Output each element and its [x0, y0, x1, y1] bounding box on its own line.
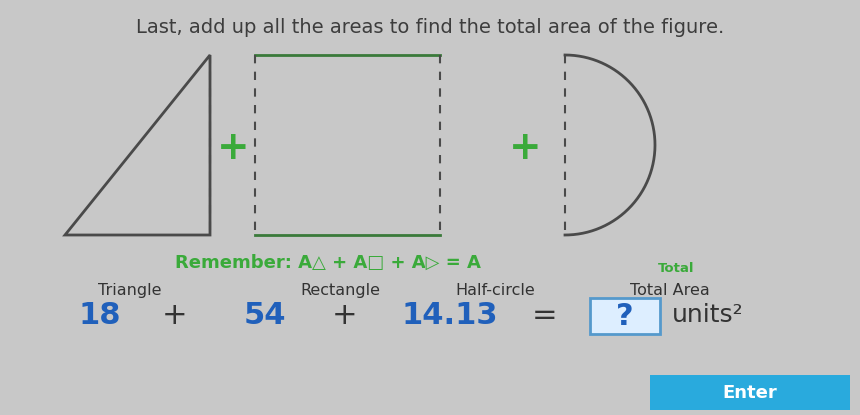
Text: =: =	[532, 300, 558, 330]
Text: units²: units²	[672, 303, 744, 327]
Text: Total: Total	[658, 261, 695, 274]
Text: +: +	[217, 129, 249, 167]
Text: +: +	[508, 129, 541, 167]
Bar	[590, 298, 660, 334]
Text: Last, add up all the areas to find the total area of the figure.: Last, add up all the areas to find the t…	[136, 18, 724, 37]
Text: 14.13: 14.13	[402, 300, 498, 330]
Text: ?: ?	[616, 302, 634, 330]
Text: Rectangle: Rectangle	[300, 283, 380, 298]
Text: +: +	[332, 300, 358, 330]
Text: Half-circle: Half-circle	[455, 283, 535, 298]
Text: Total Area: Total Area	[630, 283, 710, 298]
Text: Remember: A△ + A□ + A▷ = A: Remember: A△ + A□ + A▷ = A	[175, 254, 481, 272]
Text: 18: 18	[79, 300, 121, 330]
Bar	[650, 375, 850, 410]
Text: Triangle: Triangle	[98, 283, 162, 298]
Text: 54: 54	[243, 300, 286, 330]
Text: +: +	[163, 300, 187, 330]
Text: Enter: Enter	[722, 383, 777, 401]
